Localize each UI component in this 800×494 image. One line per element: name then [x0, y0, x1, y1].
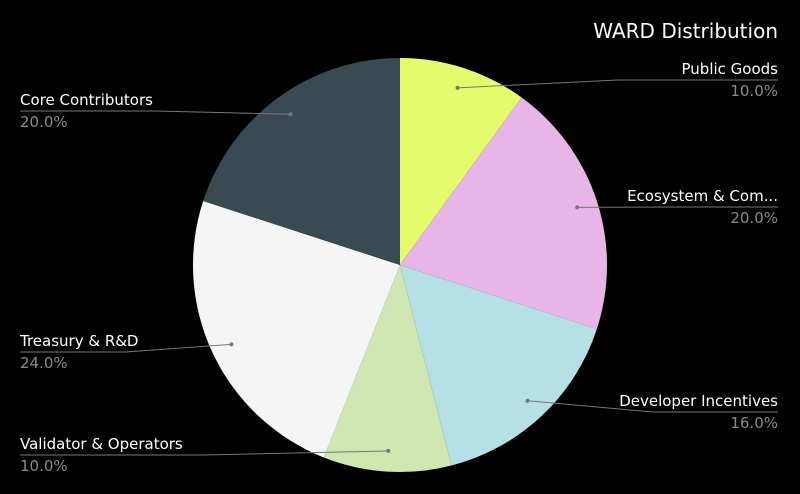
pie-slice [400, 265, 597, 466]
leader-line [527, 400, 778, 413]
pie-slice [193, 201, 400, 458]
slice-labels: Public Goods 10.0% Ecosystem & Com... 20.0%… [19, 60, 778, 475]
slice-value-label: 20.0% [20, 113, 68, 131]
slice-value-label: 16.0% [730, 414, 778, 432]
pie-slice [400, 58, 522, 265]
leader-dot [229, 342, 234, 347]
pie-slice [323, 265, 452, 472]
leader-line [20, 110, 291, 115]
slice-label: Public Goods [682, 60, 779, 78]
chart-title: WARD Distribution [593, 19, 778, 43]
leader-line [20, 343, 232, 353]
leader-dot [288, 112, 293, 117]
slice-value-label: 24.0% [20, 354, 68, 372]
slice-value-label: 10.0% [20, 457, 68, 475]
leader-dot [455, 85, 460, 90]
pie-slice [203, 58, 400, 265]
slice-value-label: 10.0% [730, 82, 778, 100]
slice-label: Ecosystem & Com... [627, 187, 778, 205]
leader-line [457, 79, 778, 89]
slice-value-label: 20.0% [730, 209, 778, 227]
pie-slice [400, 97, 607, 329]
slice-label: Developer Incentives [619, 392, 778, 410]
leader-dot [386, 448, 391, 453]
slice-label: Core Contributors [20, 91, 153, 109]
leader-dot [525, 398, 530, 403]
slice-label: Validator & Operators [20, 435, 183, 453]
pie-slices [193, 58, 607, 472]
leader-line [20, 450, 389, 456]
leader-dot [575, 205, 580, 210]
slice-label: Treasury & R&D [19, 332, 138, 350]
